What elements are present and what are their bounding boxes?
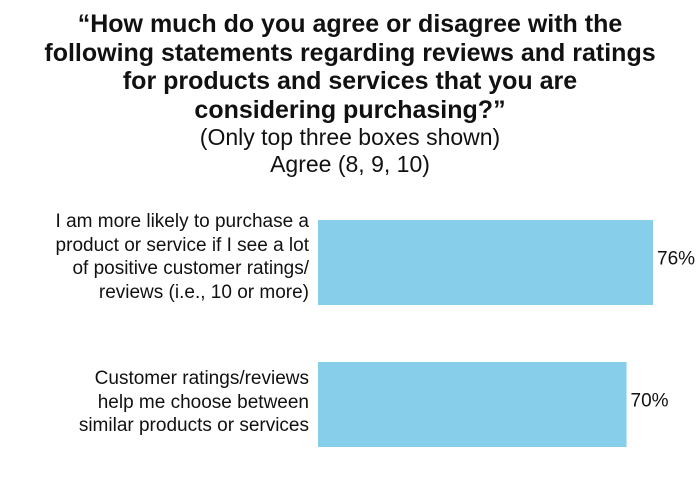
bar-1 xyxy=(318,362,627,447)
title-line: considering purchasing?” xyxy=(194,95,506,124)
subtitle-line: (Only top three boxes shown) xyxy=(199,124,501,150)
data-label-0: 76% xyxy=(657,249,695,270)
title-line: following statements regarding reviews a… xyxy=(44,38,656,67)
category-label-line: product or service if I see a lot xyxy=(55,234,309,256)
title-line: for products and services that you are xyxy=(122,67,578,95)
category-label-line: reviews (i.e., 10 or more) xyxy=(98,281,309,303)
bar-0 xyxy=(318,220,653,305)
subtitle-line: Agree (8, 9, 10) xyxy=(270,151,430,177)
category-label-line: Customer ratings/reviews xyxy=(94,368,309,389)
category-label-1: Customer ratings/reviews help me choose … xyxy=(0,367,309,438)
category-label-line: similar products or services xyxy=(78,415,309,436)
title-line: “How much do you agree or disagree with … xyxy=(77,10,623,38)
category-label-line: help me choose between xyxy=(97,391,309,413)
category-label-0: I am more likely to purchase a product o… xyxy=(0,210,309,304)
category-label-line: I am more likely to purchase a xyxy=(55,211,309,232)
category-label-line: of positive customer ratings/ xyxy=(72,258,309,279)
chart-title: “How much do you agree or disagree with … xyxy=(0,10,700,178)
data-label-1: 70% xyxy=(631,391,669,412)
